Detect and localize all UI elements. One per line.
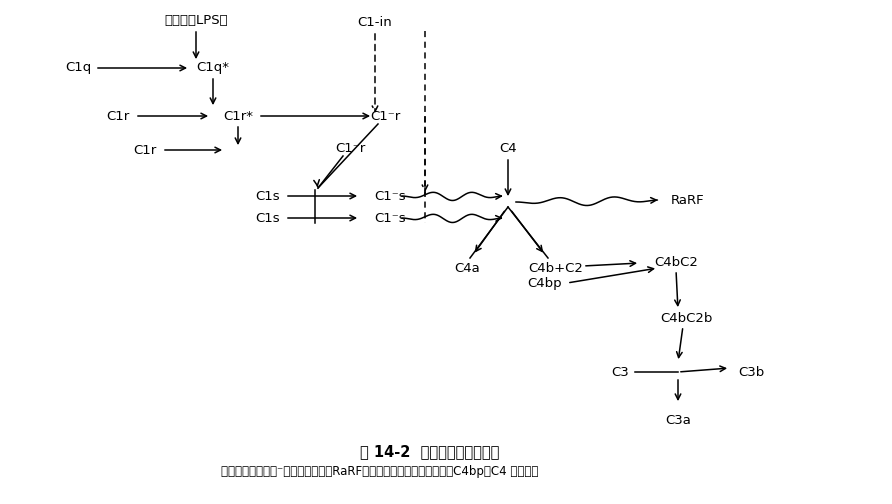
Text: C1s: C1s — [256, 190, 280, 203]
Text: RaRF: RaRF — [671, 194, 705, 207]
Text: C1-in: C1-in — [358, 16, 392, 29]
Text: C1q*: C1q* — [196, 61, 229, 75]
Text: C4bp: C4bp — [528, 277, 562, 289]
Text: C3: C3 — [611, 365, 629, 379]
Text: C1r: C1r — [134, 144, 157, 157]
Text: C1⁻r: C1⁻r — [334, 142, 365, 155]
Text: C1q: C1q — [65, 61, 91, 75]
Text: C1r*: C1r* — [223, 109, 253, 122]
Text: C1r: C1r — [106, 109, 129, 122]
Text: C3a: C3a — [665, 414, 691, 427]
Text: 图 14-2  内毒素激活补体途径: 图 14-2 内毒素激活补体途径 — [360, 445, 500, 460]
Text: C4: C4 — [500, 142, 516, 155]
Text: C4bC2b: C4bC2b — [660, 311, 712, 325]
Text: C1⁻s: C1⁻s — [374, 190, 406, 203]
Text: C3b: C3b — [738, 365, 764, 379]
Text: C4a: C4a — [454, 263, 480, 276]
Text: C4bC2: C4bC2 — [654, 257, 698, 270]
Text: C1⁻r: C1⁻r — [370, 109, 401, 122]
Text: C4b+C2: C4b+C2 — [529, 263, 583, 276]
Text: 内毒素（LPS）: 内毒素（LPS） — [164, 14, 227, 27]
Text: C1⁻s: C1⁻s — [374, 212, 406, 224]
Text: ＊：激活的酶原；⁻：激活的补体；RaRF：补体激活凝集素反应因子；C4bp：C4 结合蛋白: ＊：激活的酶原；⁻：激活的补体；RaRF：补体激活凝集素反应因子；C4bp：C4… — [221, 466, 539, 478]
Text: C1s: C1s — [256, 212, 280, 224]
